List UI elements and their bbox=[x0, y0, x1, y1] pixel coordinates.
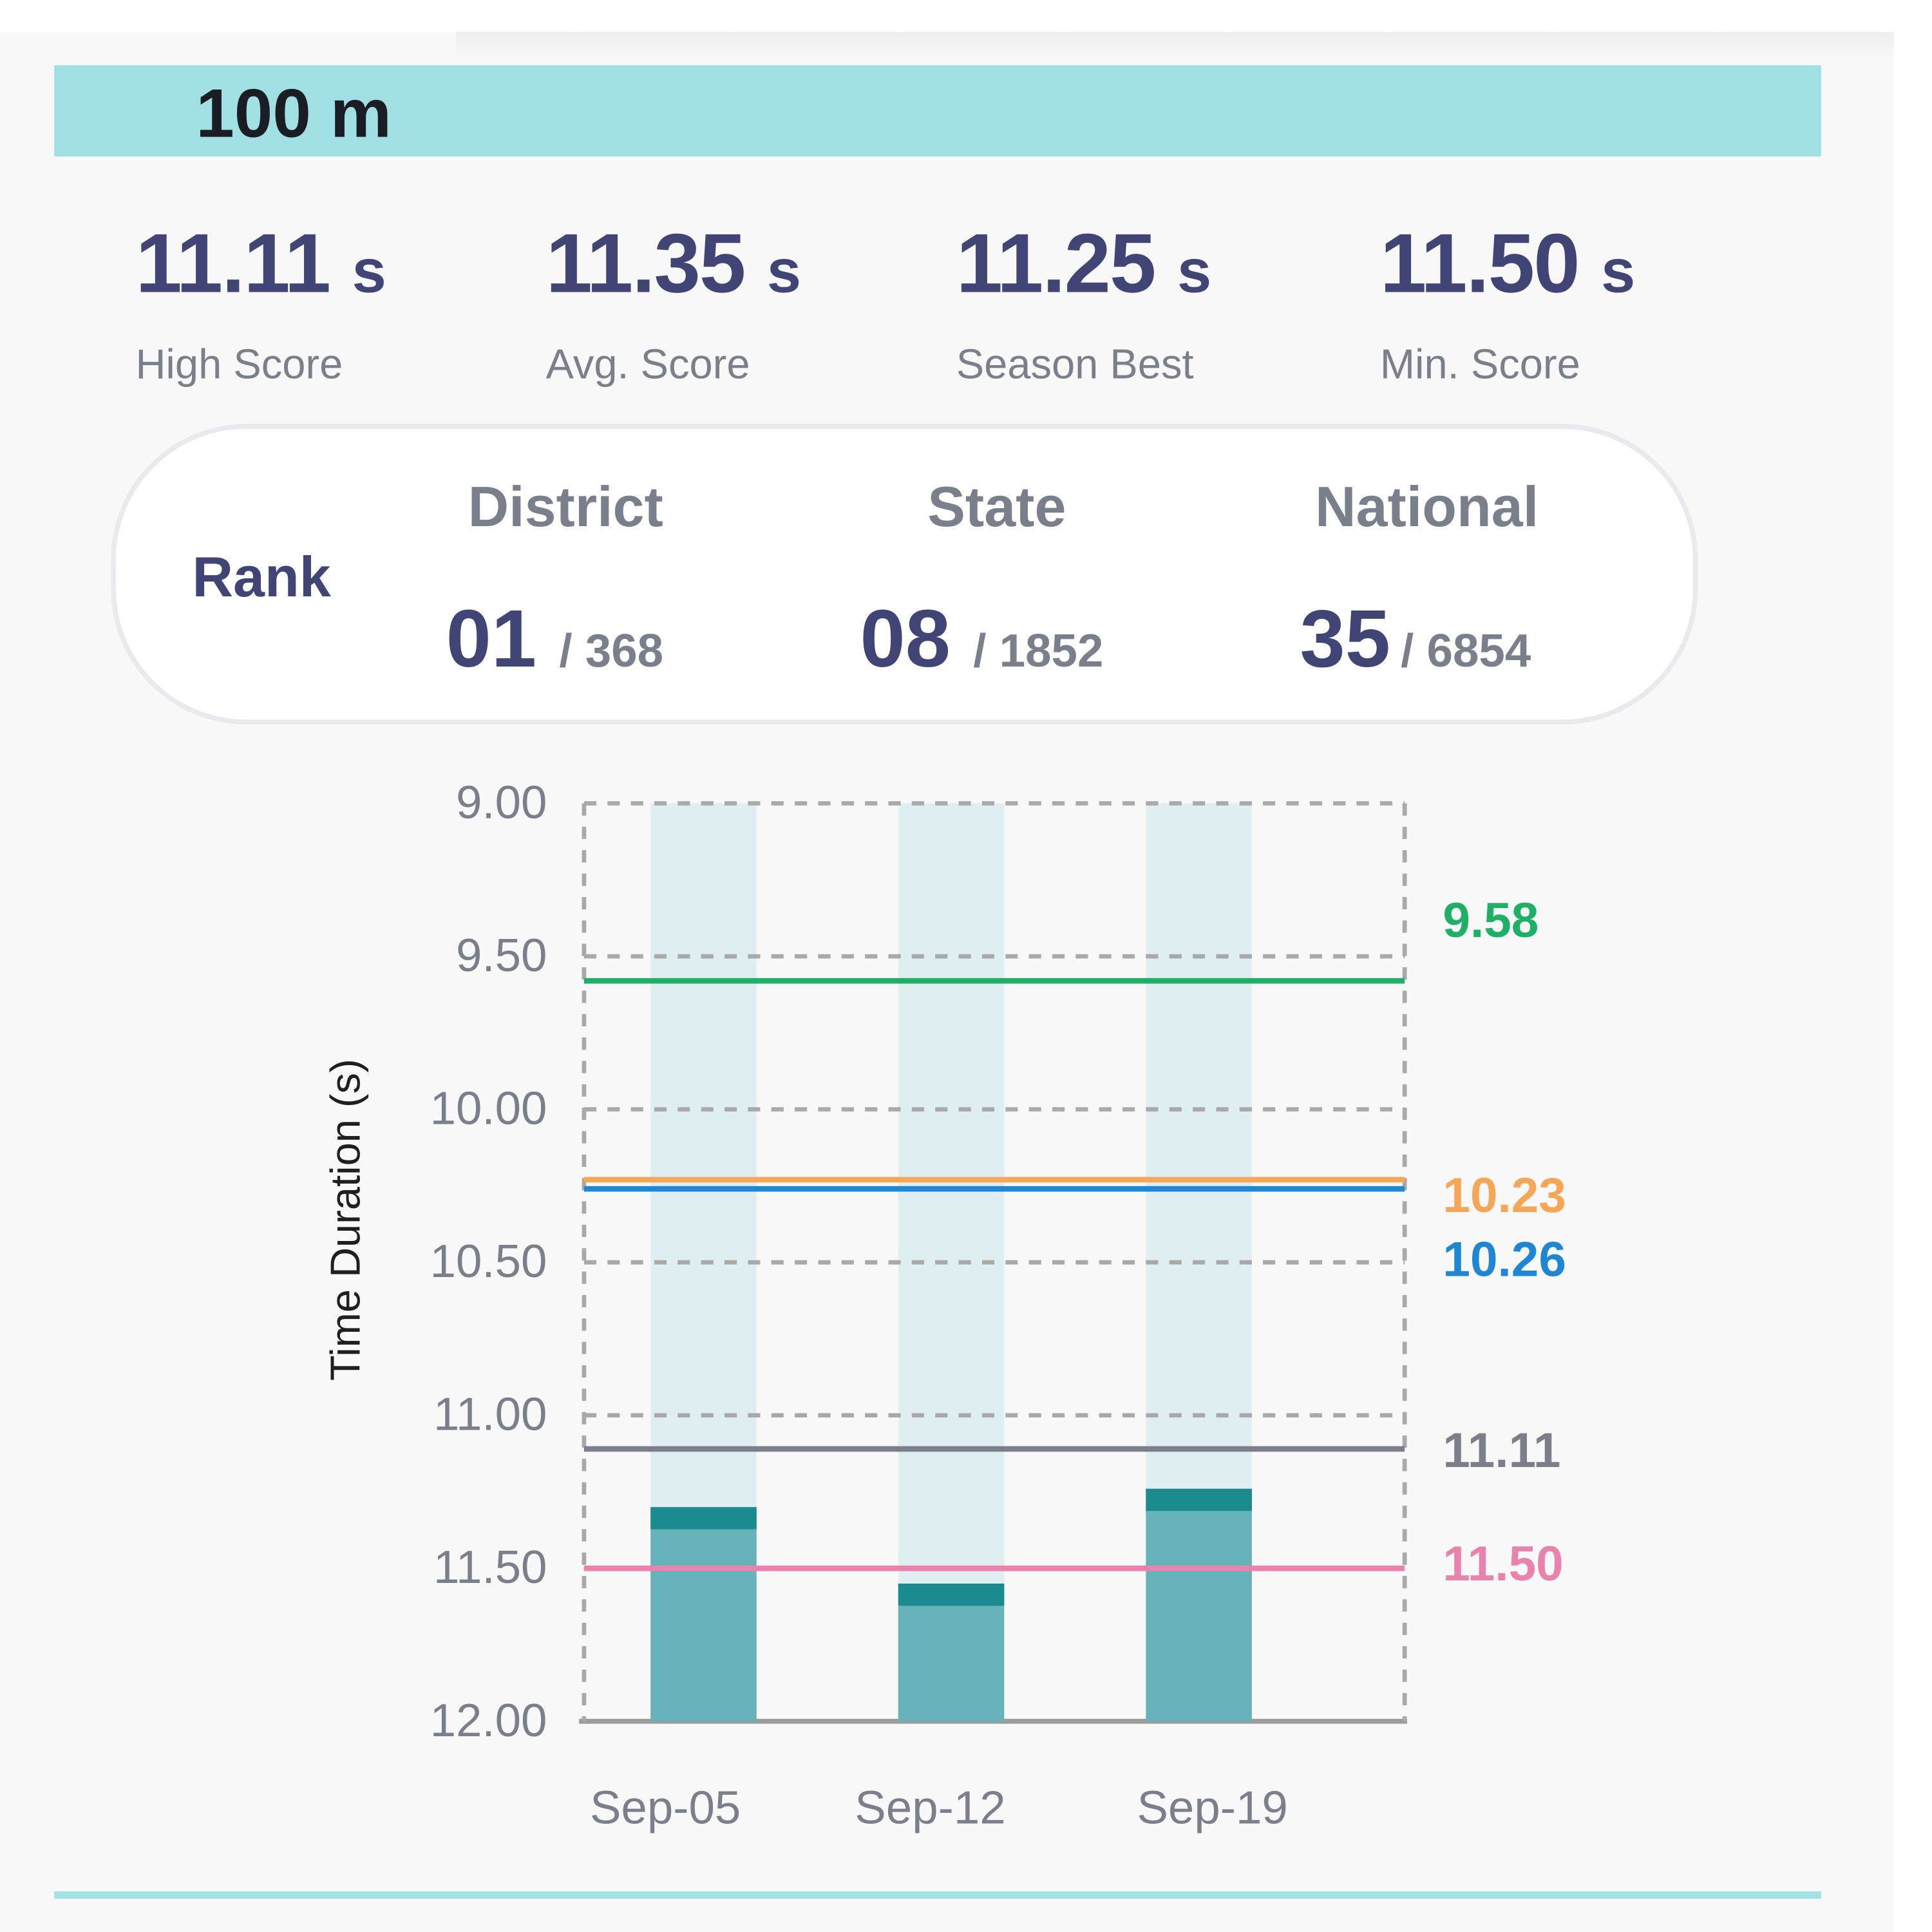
stat-season-best: 11.25 s Season Best bbox=[956, 212, 1350, 392]
bar-sep-12 bbox=[898, 1584, 1005, 1721]
x-tick-label: Sep-12 bbox=[855, 1782, 1005, 1834]
footer-divider bbox=[54, 1891, 1821, 1899]
rank-district-heading: District bbox=[468, 474, 663, 539]
stat-value: 11.11 s bbox=[135, 216, 386, 311]
y-tick-label: 10.00 bbox=[430, 1083, 547, 1135]
bar-sep-19 bbox=[1146, 1488, 1252, 1721]
stat-label: Season Best bbox=[956, 341, 1194, 388]
y-axis-title: Time Duration (s) bbox=[322, 1059, 369, 1381]
event-title: 100 m bbox=[196, 73, 392, 152]
stat-min-score: 11.50 s Min. Score bbox=[1380, 212, 1774, 392]
y-tick-label: 10.50 bbox=[430, 1235, 547, 1287]
stat-value: 11.35 s bbox=[545, 216, 801, 311]
rank-card bbox=[111, 424, 1698, 724]
stat-value: 11.25 s bbox=[956, 216, 1211, 311]
reference-label: 11.50 bbox=[1443, 1537, 1563, 1591]
x-tick-label: Sep-19 bbox=[1137, 1782, 1287, 1834]
reference-label: 9.58 bbox=[1443, 893, 1539, 948]
event-header bbox=[54, 65, 1821, 156]
reference-label: 11.11 bbox=[1443, 1423, 1560, 1478]
rank-title: Rank bbox=[192, 544, 331, 609]
y-tick-label: 11.00 bbox=[433, 1388, 547, 1441]
stat-label: Min. Score bbox=[1379, 341, 1580, 388]
bar-cap bbox=[898, 1584, 1005, 1606]
y-tick-label: 9.00 bbox=[456, 776, 547, 828]
stat-high-score: 11.11 s High Score bbox=[135, 212, 529, 392]
rank-national-heading: National bbox=[1314, 474, 1539, 539]
rank-state-heading: State bbox=[927, 474, 1066, 539]
stat-label: Avg. Score bbox=[545, 341, 750, 388]
bar-cap bbox=[650, 1507, 757, 1530]
x-tick-label: Sep-05 bbox=[590, 1782, 741, 1834]
rank-district-value: 01 / 368 bbox=[446, 592, 664, 684]
reference-label: 10.26 bbox=[1443, 1232, 1566, 1287]
stat-value: 11.50 s bbox=[1379, 216, 1635, 311]
rank-national-value: 35 / 6854 bbox=[1300, 592, 1531, 684]
y-tick-label: 12.00 bbox=[430, 1694, 547, 1747]
bar-cap bbox=[1146, 1488, 1252, 1511]
bar-sep-05 bbox=[650, 1507, 757, 1721]
stat-avg-score: 11.35 s Avg. Score bbox=[546, 212, 940, 392]
reference-label: 10.23 bbox=[1443, 1168, 1566, 1223]
stat-label: High Score bbox=[135, 341, 343, 388]
card-shadow bbox=[455, 32, 1894, 59]
rank-state-value: 08 / 1852 bbox=[860, 592, 1104, 684]
y-tick-label: 9.50 bbox=[456, 929, 547, 981]
y-tick-label: 11.50 bbox=[433, 1541, 547, 1593]
